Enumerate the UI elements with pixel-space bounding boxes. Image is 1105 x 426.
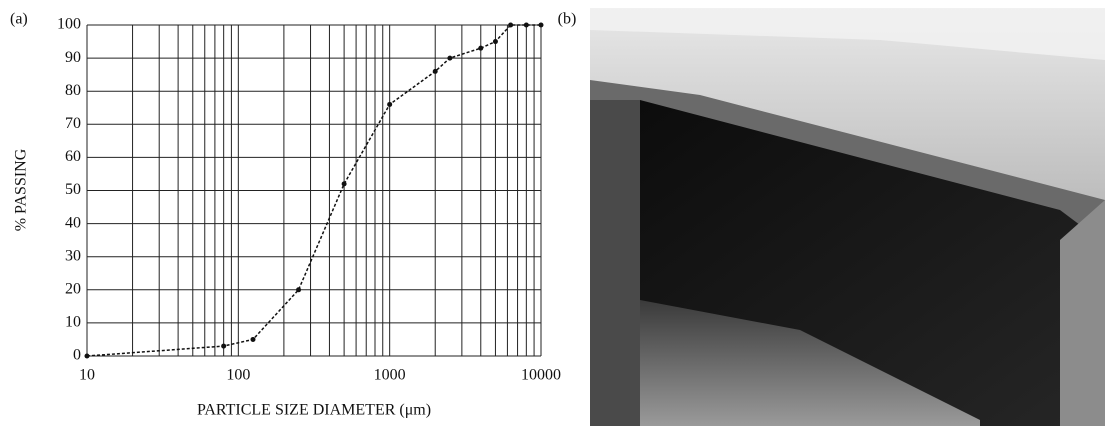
data-point (433, 69, 438, 74)
data-point (493, 39, 498, 44)
y-tick-label: 50 (65, 181, 81, 198)
data-point (85, 354, 90, 359)
data-point (387, 102, 392, 107)
x-tick-label: 1000 (374, 367, 406, 384)
x-tick-label: 100 (226, 367, 250, 384)
data-point (447, 56, 452, 61)
panel-label: (a) (10, 11, 28, 28)
y-tick-label: 70 (65, 115, 81, 132)
y-tick-label: 10 (65, 314, 81, 331)
data-point (296, 287, 301, 292)
panel-label: (b) (558, 11, 577, 28)
data-point (478, 46, 483, 51)
data-point (221, 344, 226, 349)
x-tick-label: 10 (79, 367, 95, 384)
data-point (250, 337, 255, 342)
y-tick-label: 20 (65, 280, 81, 297)
y-axis-label: % PASSING (13, 148, 30, 231)
x-axis-label: PARTICLE SIZE DIAMETER (μm) (197, 402, 431, 419)
figure: (a) % PASSING PARTICLE SIZE DIAMETER (μm… (0, 0, 1105, 426)
data-point (539, 23, 544, 28)
y-tick-label: 40 (65, 214, 81, 231)
data-point (508, 23, 513, 28)
y-tick-label: 100 (57, 16, 81, 33)
y-tick-label: 90 (65, 49, 81, 66)
x-tick-label: 10000 (521, 367, 561, 384)
y-tick-label: 80 (65, 82, 81, 99)
y-tick-label: 30 (65, 247, 81, 264)
y-tick-label: 60 (65, 148, 81, 165)
y-tick-label: 0 (73, 347, 81, 364)
data-point (342, 181, 347, 186)
photo (590, 8, 1105, 426)
data-point (524, 23, 529, 28)
